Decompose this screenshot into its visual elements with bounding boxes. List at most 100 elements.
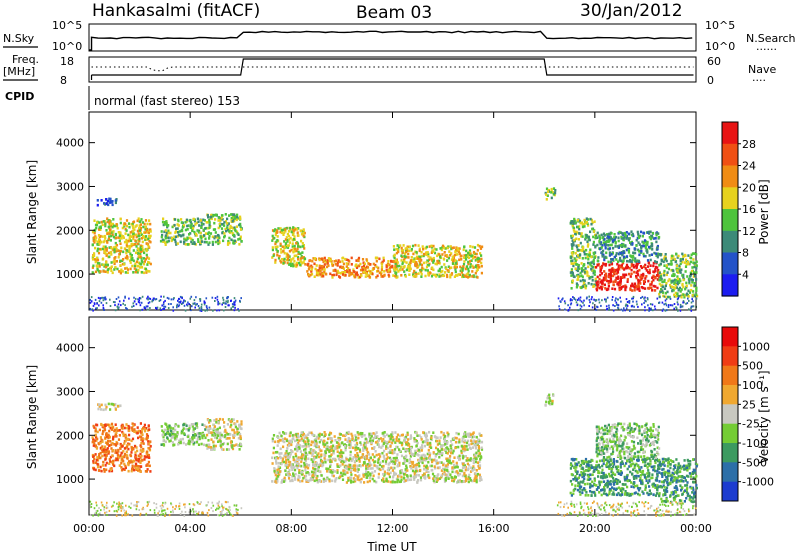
power-colorbar-swatch <box>722 187 738 210</box>
cpid-text: normal (fast stereo) 153 <box>94 94 240 108</box>
power-colorbar: 4 8 12 16 20 24 28 <box>721 121 756 297</box>
velocity-echo-region <box>97 402 122 412</box>
velocity-colorbar-swatch <box>722 481 738 502</box>
x-axis-label: Time UT <box>366 540 417 554</box>
power-y-tick-label: 2000 <box>56 224 84 237</box>
power-echo-region <box>392 243 484 279</box>
velocity-colorbar-tick-label: -1000 <box>742 476 774 489</box>
beam-title: Beam 03 <box>356 3 432 23</box>
velocity-y-tick-label: 4000 <box>56 342 84 355</box>
power-colorbar-tick-label: 24 <box>742 160 756 173</box>
velocity-heatmap: 1000 2000 3000 4000 Slant Range [km] 1000 50… <box>25 316 774 517</box>
power-heatmap: 1000 2000 3000 4000 Slant Range [km] 4 8 12 16… <box>25 111 771 312</box>
power-y-tick-label: 3000 <box>56 180 84 193</box>
freq-tick-top: 18 <box>60 55 74 68</box>
power-colorbar-tick-label: 8 <box>742 247 749 260</box>
power-colorbar-tick-label: 12 <box>742 225 756 238</box>
power-colorbar-swatch <box>722 143 738 167</box>
velocity-colorbar-tick-label: 25 <box>742 398 756 411</box>
power-echo-region <box>658 252 699 299</box>
nave-label: Nave <box>748 63 776 76</box>
power-echo-region <box>205 213 243 246</box>
nsearch-tick-bottom: 10^0 <box>705 40 735 53</box>
velocity-colorbar-swatch <box>722 327 738 347</box>
power-echo-region <box>544 187 557 201</box>
nsearch-dotted-legend: ...... <box>756 40 777 53</box>
power-echo-region <box>159 217 208 246</box>
velocity-echo-region <box>544 393 555 407</box>
power-y-tick-label: 1000 <box>56 268 84 281</box>
x-tick-label: 08:00 <box>275 522 307 535</box>
nave-dotted-legend: .... <box>752 71 766 84</box>
time-axis: 00:00 04:00 08:00 12:00 16:00 20:00 00:00 <box>73 112 712 535</box>
station-title: Hankasalmi (fitACF) <box>92 1 260 21</box>
velocity-echo-region <box>91 422 152 473</box>
nave-tick-bottom: 0 <box>707 74 714 87</box>
power-echo-region <box>569 217 597 290</box>
cpid-strip: CPID normal (fast stereo) 153 <box>5 86 240 110</box>
power-echo-region <box>96 197 118 207</box>
velocity-colorbar-swatch <box>722 443 738 463</box>
power-colorbar-swatch <box>722 274 738 297</box>
power-colorbar-swatch <box>722 122 738 145</box>
power-echo-region <box>91 217 152 275</box>
nsearch-label: N.Search <box>746 32 796 45</box>
velocity-colorbar-swatch <box>722 385 738 405</box>
velocity-colorbar-swatch <box>722 346 738 367</box>
date-title: 30/Jan/2012 <box>580 1 683 21</box>
x-tick-label: 16:00 <box>478 522 510 535</box>
x-tick-label: 04:00 <box>174 522 206 535</box>
nsearch-tick-top: 10^5 <box>705 19 735 32</box>
velocity-echo-region <box>271 430 484 484</box>
velocity-near-range-noise <box>89 500 697 517</box>
velocity-y-tick-label: 1000 <box>56 473 84 486</box>
velocity-colorbar-label: Velocity [m s⁻¹] <box>757 370 771 463</box>
power-colorbar-swatch <box>722 165 738 188</box>
velocity-colorbar-tick-label: -500 <box>742 456 767 469</box>
power-echo-region <box>271 226 307 268</box>
velocity-echo-region <box>658 457 699 504</box>
velocity-y-axis-label: Slant Range [km] <box>25 365 39 469</box>
freq-unit: [MHz] <box>3 65 35 78</box>
velocity-colorbar-swatch <box>722 462 738 483</box>
power-colorbar-swatch <box>722 230 738 254</box>
velocity-echo-region <box>595 422 661 460</box>
power-colorbar-tick-label: 4 <box>742 268 749 281</box>
power-y-tick-label: 4000 <box>56 137 84 150</box>
freq-tick-bottom: 8 <box>60 74 67 87</box>
nsky-tick-bottom: 10^0 <box>52 40 82 53</box>
nsky-label: N.Sky <box>3 32 35 45</box>
power-colorbar-swatch <box>722 209 738 232</box>
velocity-colorbar-swatch <box>722 404 738 425</box>
nsky-panel: N.Sky 10^5 10^0 10^5 10^0 N.Search .....… <box>3 19 796 53</box>
power-colorbar-tick-label: 28 <box>742 138 756 151</box>
power-colorbar-label: Power [dB] <box>757 179 771 244</box>
x-tick-label: 00:00 <box>680 522 712 535</box>
power-colorbar-tick-label: 20 <box>742 181 756 194</box>
power-y-axis-label: Slant Range [km] <box>25 160 39 264</box>
velocity-colorbar-tick-label: -100 <box>742 437 767 450</box>
velocity-y-tick-label: 3000 <box>56 385 84 398</box>
power-near-range-noise <box>89 295 698 312</box>
velocity-colorbar-swatch <box>722 423 738 444</box>
velocity-colorbar-tick-label: -25 <box>742 418 760 431</box>
power-echo-region <box>595 230 661 264</box>
freq-label: Freq. <box>12 53 39 66</box>
freq-panel: Freq. [MHz] 18 8 60 0 Nave .... <box>3 53 776 87</box>
power-echo-region <box>304 256 395 279</box>
velocity-colorbar-tick-label: 500 <box>742 360 763 373</box>
velocity-colorbar-tick-label: 100 <box>742 379 763 392</box>
power-echo-region <box>595 261 660 292</box>
velocity-echo-region <box>205 417 243 451</box>
power-colorbar-tick-label: 16 <box>742 203 756 216</box>
velocity-echo-region <box>160 422 207 447</box>
x-tick-label: 00:00 <box>73 522 105 535</box>
velocity-y-tick-label: 2000 <box>56 429 84 442</box>
velocity-echo-region <box>569 457 661 497</box>
nsky-tick-top: 10^5 <box>52 19 82 32</box>
velocity-colorbar: 1000 500 100 25 -25 -100 -500 -1000 <box>721 326 774 502</box>
x-tick-label: 20:00 <box>579 522 611 535</box>
velocity-colorbar-tick-label: 1000 <box>742 340 770 353</box>
power-colorbar-swatch <box>722 252 738 275</box>
